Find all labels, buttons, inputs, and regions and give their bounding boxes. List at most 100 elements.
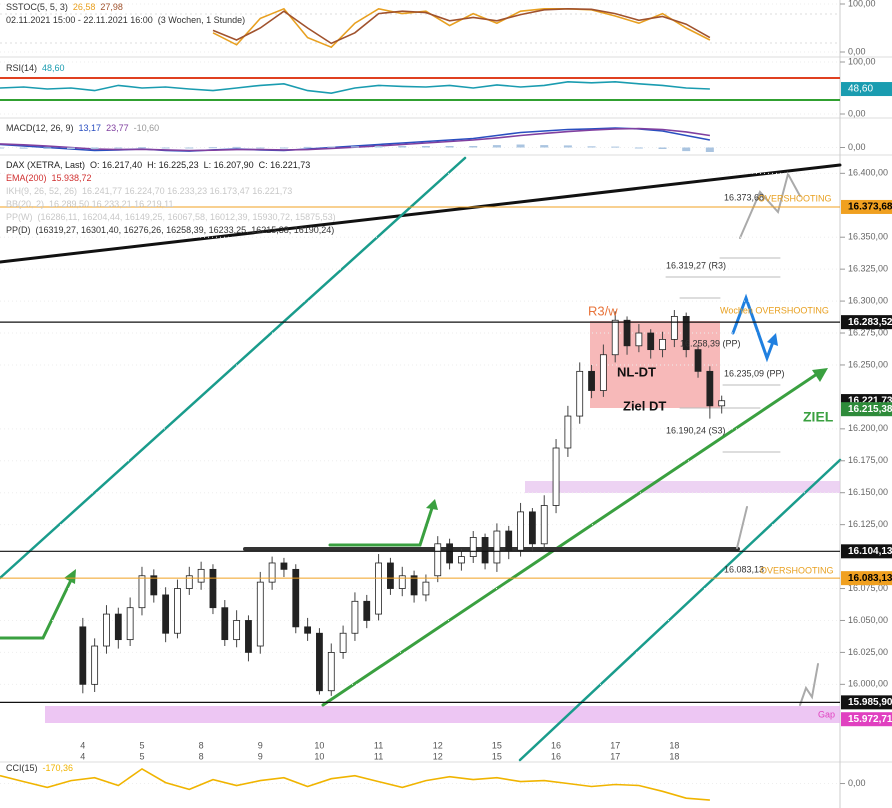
- x-tick-label: 16: [551, 751, 561, 761]
- candle-body: [162, 594, 170, 634]
- candle-body: [576, 370, 584, 417]
- overlay-name: PP(W): [6, 212, 33, 222]
- overlay-readout: 16.241,77 16.224,70 16.233,23 16.173,47 …: [82, 186, 293, 196]
- candle-body: [280, 562, 288, 570]
- candle-body: [398, 575, 406, 589]
- x-tick-label: 17: [610, 740, 620, 750]
- candle-body: [209, 568, 217, 609]
- overlay-name: BB(20, 2): [6, 199, 45, 209]
- x-tick-label: 5: [139, 740, 144, 750]
- indicator-readout: 48,60: [42, 63, 65, 73]
- x-tick-label: 17: [610, 751, 620, 761]
- candle-body: [91, 645, 99, 685]
- x-tick-label: 10: [314, 740, 324, 750]
- candle-body: [682, 316, 690, 351]
- indicator-readout: 27,98: [100, 2, 123, 12]
- y-tick-label: 0,00: [848, 108, 866, 118]
- histogram-bar: [279, 147, 288, 149]
- candle-body: [410, 575, 418, 596]
- annotation: 16.373,68: [724, 192, 764, 202]
- date-range: 02.11.2021 15:00 - 22.11.2021 16:00: [6, 15, 153, 25]
- x-tick-label: 8: [199, 751, 204, 761]
- y-tick-label: 0,00: [848, 46, 866, 56]
- overlay-readout: 15.938,72: [51, 173, 92, 183]
- legend: CCI(15) -170,36: [6, 762, 78, 775]
- indicator-line: [0, 767, 710, 801]
- y-tick-label: 0,00: [848, 778, 866, 788]
- price-box: [841, 402, 892, 417]
- y-tick-label: 16.125,00: [848, 519, 888, 529]
- candle-body: [363, 600, 371, 621]
- candle-body: [659, 339, 666, 351]
- candle-body: [611, 319, 619, 356]
- x-tick-label: 4: [80, 740, 85, 750]
- annotation: 16.190,24 (S3): [666, 425, 726, 435]
- legend: SSTOC(5, 5, 3) 26,58 27,98 02.11.2021 15:00…: [6, 1, 250, 27]
- price-box: [841, 315, 892, 330]
- histogram-bar: [19, 147, 28, 149]
- candle-body: [635, 332, 643, 347]
- overlay-readout: 16.289,50 16.233,21 16.219,11: [49, 199, 174, 209]
- candle-body: [114, 613, 122, 641]
- candle-body: [375, 562, 382, 615]
- histogram-bar: [256, 147, 265, 149]
- candle-body: [221, 607, 229, 641]
- x-tick-label: 8: [199, 740, 204, 750]
- histogram-bar: [137, 147, 146, 149]
- candle-body: [150, 575, 158, 596]
- candle-body: [458, 556, 465, 564]
- ohlc-readout: H: 16.225,23: [147, 160, 199, 170]
- candle-body: [351, 600, 359, 634]
- price-box-label: 15.972,71: [848, 714, 892, 725]
- overlay-name: EMA(200): [6, 173, 47, 183]
- indicator-title: CCI(15): [6, 763, 38, 773]
- candle-body: [469, 537, 477, 557]
- candle-body: [528, 511, 536, 545]
- histogram-bar: [232, 146, 241, 148]
- x-tick-label: 15: [492, 751, 502, 761]
- legend: MACD(12, 26, 9) 13,17 23,77 -10,60: [6, 122, 164, 135]
- period: (3 Wochen, 1 Stunde): [157, 15, 246, 25]
- price-box: [841, 712, 892, 727]
- histogram-bar: [658, 147, 667, 149]
- annotation: 16.235,09 (PP): [724, 368, 785, 378]
- candle-body: [599, 354, 607, 391]
- histogram-bar: [350, 146, 359, 148]
- overlay-name: IKH(9, 26, 52, 26): [6, 186, 78, 196]
- histogram-bar: [469, 146, 478, 148]
- price-box: [841, 695, 892, 710]
- histogram-bar: [445, 146, 454, 148]
- price-box-label: 16.215,38: [848, 404, 892, 415]
- candle-body: [103, 613, 110, 647]
- y-tick-label: 16.025,00: [848, 647, 888, 657]
- histogram-bar: [43, 147, 52, 149]
- x-tick-label: 9: [258, 740, 263, 750]
- instrument: DAX (XETRA, Last): [6, 160, 86, 170]
- candle-body: [327, 652, 335, 692]
- candle-body: [694, 349, 702, 372]
- candle-body: [126, 607, 134, 641]
- histogram-bar: [90, 147, 99, 149]
- y-tick-label: 16.175,00: [848, 455, 888, 465]
- indicator-title: RSI(14): [6, 63, 38, 73]
- x-tick-label: 12: [433, 751, 443, 761]
- y-tick-label: 16.275,00: [848, 327, 888, 337]
- y-tick-label: 16.050,00: [848, 615, 888, 625]
- histogram-bar: [634, 147, 643, 149]
- annotation: ZIEL: [803, 409, 834, 425]
- overlay-readout: (16286,11, 16204,44, 16149,25, 16067,58,…: [37, 212, 336, 222]
- x-tick-label: 18: [669, 740, 679, 750]
- indicator-title: SSTOC(5, 5, 3): [6, 2, 68, 12]
- x-tick-label: 11: [374, 740, 383, 750]
- zone: [525, 481, 840, 493]
- indicator-readout: 13,17: [78, 123, 102, 133]
- y-tick-label: 16.300,00: [848, 295, 888, 305]
- candle-body: [174, 588, 181, 634]
- x-tick-label: 9: [258, 751, 263, 761]
- overlay-readout: (16319,27, 16301,40, 16276,26, 16258,39,…: [35, 225, 335, 235]
- histogram-bar: [303, 146, 312, 148]
- y-tick-label: 100,00: [848, 0, 876, 8]
- annotation: Ziel DT: [623, 398, 666, 413]
